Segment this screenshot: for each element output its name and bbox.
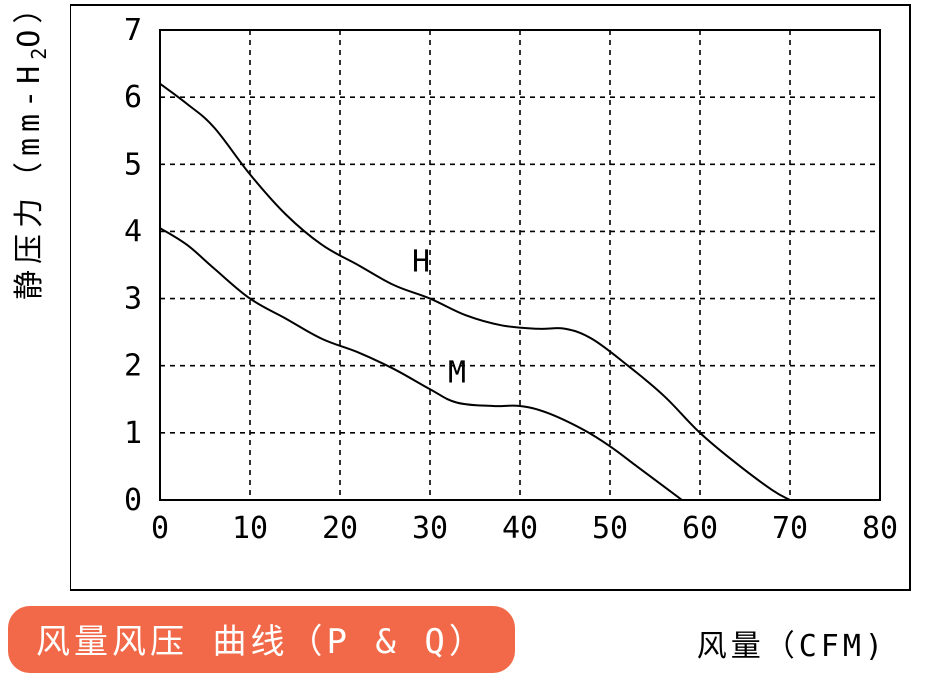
y-tick-label: 3 [124, 282, 142, 317]
chart-area: 0123456701020304050607080HM [70, 0, 920, 604]
y-tick-label: 0 [124, 483, 142, 518]
x-tick-label: 20 [322, 511, 358, 546]
x-tick-label: 40 [502, 511, 538, 546]
series-label-M: M [448, 356, 466, 391]
chart-title-text: 风量风压 曲线（P & Q） [36, 622, 487, 662]
y-axis-label: 静压力（mm-H2O） [4, 0, 51, 300]
chart-container: 静压力（mm-H2O） 0123456701020304050607080HM … [0, 0, 927, 683]
x-tick-label: 80 [862, 511, 898, 546]
x-tick-label: 50 [592, 511, 628, 546]
x-tick-label: 0 [151, 511, 169, 546]
y-tick-label: 1 [124, 416, 142, 451]
x-tick-label: 70 [772, 511, 808, 546]
y-tick-label: 7 [124, 13, 142, 48]
y-tick-label: 6 [124, 80, 142, 115]
y-axis-label-prefix: 静压力（mm-H [12, 60, 47, 300]
x-axis-label: 风量（CFM) [697, 621, 887, 665]
y-tick-label: 4 [124, 214, 142, 249]
x-tick-label: 30 [412, 511, 448, 546]
y-tick-label: 2 [124, 349, 142, 384]
x-tick-label: 10 [232, 511, 268, 546]
x-tick-label: 60 [682, 511, 718, 546]
series-label-H: H [412, 245, 430, 280]
y-axis-label-sub: 2 [27, 48, 51, 60]
x-axis-label-text: 风量（CFM) [697, 629, 887, 664]
y-axis-label-suffix: O） [12, 0, 47, 48]
chart-svg: 0123456701020304050607080HM [70, 0, 920, 600]
y-tick-label: 5 [124, 147, 142, 182]
chart-title-badge: 风量风压 曲线（P & Q） [8, 606, 515, 673]
